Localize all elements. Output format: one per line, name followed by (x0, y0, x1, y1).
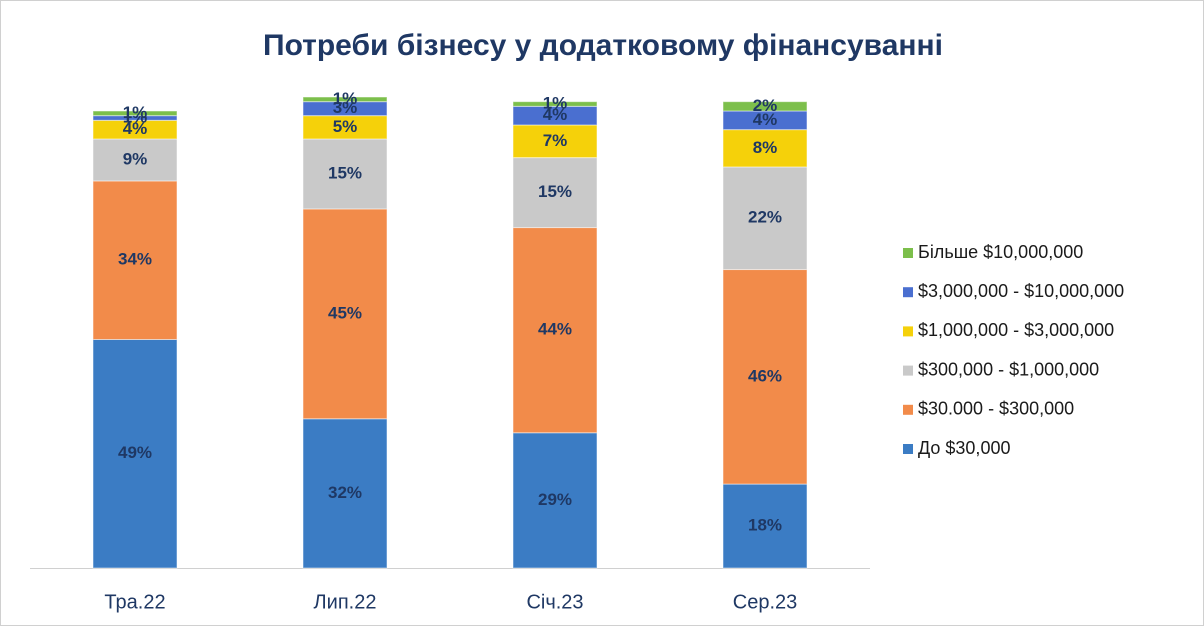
data-label: 22% (748, 208, 782, 227)
bar-segment (722, 269, 808, 485)
legend-swatch (903, 326, 913, 337)
data-label: 7% (543, 131, 568, 150)
legend-label: $30.000 - $300,000 (918, 399, 1074, 419)
bar-segment (92, 180, 178, 340)
bar-segment (722, 101, 808, 112)
data-label: 15% (328, 163, 362, 182)
bar-segment (302, 96, 388, 103)
bar-segment (722, 129, 808, 168)
bar-segment (512, 124, 598, 159)
data-label: 29% (538, 490, 572, 509)
x-tick-label: Лип.22 (314, 591, 377, 613)
data-label: 15% (538, 182, 572, 201)
data-label: 3% (333, 98, 358, 117)
bar-segment (722, 166, 808, 271)
bar-segment (512, 157, 598, 229)
legend-swatch (903, 248, 913, 258)
bar-segment (302, 418, 388, 569)
data-label: 5% (333, 117, 358, 136)
legend-swatch (903, 404, 913, 415)
legend-label: Більше $10,000,000 (918, 242, 1083, 262)
data-label: 45% (328, 303, 362, 322)
x-tick-label: Січ.23 (526, 591, 583, 613)
x-tick-label: Тра.22 (104, 591, 165, 613)
bar-segment (512, 101, 598, 107)
data-label: 2% (753, 96, 778, 115)
data-label: 1% (543, 93, 568, 112)
data-label: 18% (748, 516, 782, 535)
data-label: 1% (333, 89, 358, 108)
data-label: 4% (543, 105, 568, 124)
data-label: 32% (328, 483, 362, 502)
data-label: 34% (118, 250, 152, 269)
data-label: 46% (748, 366, 782, 385)
bar-segment (722, 483, 808, 569)
bar-segment (92, 338, 178, 569)
legend-swatch (903, 444, 913, 454)
bar-segment (302, 138, 388, 210)
legend-label: $3,000,000 - $10,000,000 (918, 281, 1124, 301)
legend-swatch (903, 365, 913, 376)
legend-label: До $30,000 (918, 438, 1010, 458)
legend-label: $1,000,000 - $3,000,000 (918, 320, 1114, 340)
legend-label: $300,000 - $1,000,000 (918, 359, 1099, 379)
data-label: 1% (123, 103, 148, 122)
bar-segment (512, 227, 598, 434)
data-label: 8% (753, 138, 778, 157)
chart-title: Потреби бізнесу у додатковому фінансуван… (263, 29, 943, 62)
data-label: 44% (538, 320, 572, 339)
legend-swatch (903, 287, 913, 298)
bar-segment (512, 432, 598, 569)
data-label: 9% (123, 149, 148, 168)
data-label: 4% (123, 119, 148, 138)
data-label: 49% (118, 443, 152, 462)
bar-segment (92, 110, 178, 117)
x-tick-label: Сер.23 (733, 591, 798, 613)
bar-segment (302, 208, 388, 420)
data-label: 4% (753, 110, 778, 129)
